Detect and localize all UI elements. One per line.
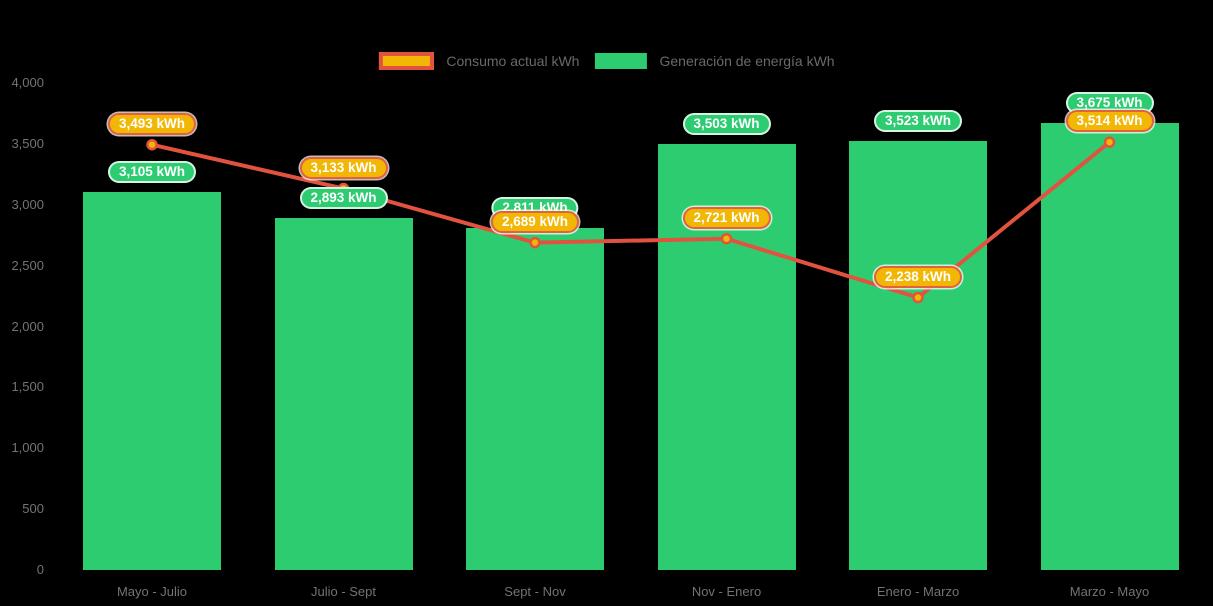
generation-value-label: 3,503 kWh [682,112,771,135]
y-axis-tick-label: 1,500 [11,379,44,395]
consumption-line [151,140,1111,300]
consumption-value-label: 3,493 kWh [107,112,197,135]
consumption-point[interactable] [720,232,733,245]
generation-bar[interactable] [1040,122,1179,570]
generation-bar[interactable] [274,217,413,570]
legend-label-consumo-actual: Consumo actual kWh [446,53,580,69]
generation-bar[interactable] [849,141,987,570]
x-axis-category-label: Mayo - Julio [116,584,188,599]
generation-value-label: 3,523 kWh [873,110,963,133]
consumption-value-label: 2,721 kWh [682,206,771,229]
y-axis-tick-label: 2,000 [11,318,44,334]
generation-bar[interactable] [83,191,221,570]
y-axis-tick-label: 500 [22,501,44,517]
y-axis-tick-label: 2,500 [11,257,44,273]
consumption-point[interactable] [1103,136,1116,148]
consumption-point[interactable] [529,236,541,249]
legend-item-generacion-energia[interactable]: Generación de energía kWh [594,53,835,69]
generation-value-label: 3,105 kWh [107,160,197,183]
consumption-point[interactable] [912,291,924,304]
consumption-value-label: 3,133 kWh [299,156,388,179]
generacion-energia-swatch-icon [594,53,647,69]
y-axis-tick-label: 1,000 [11,440,44,456]
legend: Consumo actual kWh Generación de energía… [378,52,835,70]
consumo-actual-swatch-icon [378,52,434,70]
legend-label-generacion-energia: Generación de energía kWh [659,53,835,69]
x-axis-category-label: Nov - Enero [691,584,762,599]
consumption-value-label: 2,689 kWh [490,210,580,233]
x-axis-category-label: Julio - Sept [310,584,377,599]
x-axis-category-label: Marzo - Mayo [1069,584,1150,599]
y-axis-tick-label: 3,000 [11,196,44,212]
legend-item-consumo-actual[interactable]: Consumo actual kWh [378,52,579,70]
y-axis-tick-label: 4,000 [11,75,44,90]
generation-bar[interactable] [466,227,604,570]
x-axis-category-label: Sept - Nov [504,584,566,599]
consumption-point[interactable] [146,138,158,151]
generation-value-label: 2,893 kWh [299,186,388,209]
consumption-value-label: 2,238 kWh [873,265,963,288]
y-axis-tick-label: 0 [36,562,44,577]
x-axis-category-label: Enero - Marzo [876,584,960,599]
consumption-value-label: 3,514 kWh [1065,110,1154,133]
y-axis-tick-label: 3,500 [11,135,44,151]
